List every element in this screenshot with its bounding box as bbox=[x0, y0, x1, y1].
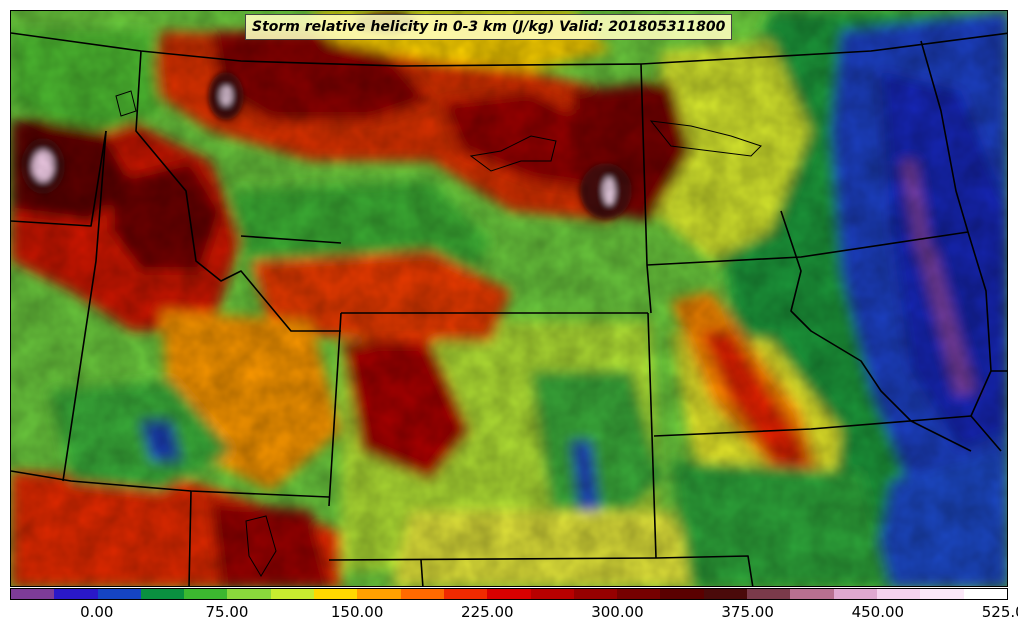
border-ne-ks bbox=[653, 415, 972, 437]
border-wa-or bbox=[11, 130, 107, 227]
colorbar-tick-label: 75.00 bbox=[205, 603, 249, 621]
colorbar-swatch bbox=[617, 589, 661, 599]
border-west-ca bbox=[11, 470, 330, 498]
border-mo-river bbox=[780, 210, 972, 452]
border-nm bbox=[420, 559, 424, 586]
border-nd-sd bbox=[646, 231, 969, 266]
colorbar-swatch bbox=[747, 589, 791, 599]
field-texture bbox=[11, 11, 1007, 586]
colorbar-swatch bbox=[54, 589, 98, 599]
colorbar-swatch bbox=[270, 589, 315, 599]
colorbar-tick-label: 375.00 bbox=[721, 603, 774, 621]
colorbar-swatch bbox=[833, 589, 877, 599]
colorbar bbox=[10, 588, 1008, 600]
colorbar-tick-label: 450.00 bbox=[851, 603, 905, 621]
colorbar-swatch bbox=[314, 589, 358, 599]
border-ut-az bbox=[188, 490, 192, 586]
border-co-south bbox=[328, 557, 657, 561]
colorbar-swatch bbox=[573, 589, 618, 599]
border-mt-wy bbox=[240, 235, 342, 244]
colorbar-labels: 0.00 75.00 150.00 225.00 300.00 375.00 450.00 5… bbox=[0, 603, 1018, 627]
border-nv-ut bbox=[62, 130, 107, 482]
border-wy-west bbox=[328, 312, 342, 507]
colorbar-swatch bbox=[11, 589, 55, 599]
lake-ftpeck bbox=[115, 90, 137, 117]
colorbar-swatch bbox=[97, 589, 141, 599]
colorbar-swatch bbox=[400, 589, 444, 599]
colorbar-swatch bbox=[703, 589, 748, 599]
lake-oahe bbox=[649, 120, 762, 157]
colorbar-tick-label: 225.00 bbox=[461, 603, 514, 621]
lake-utah bbox=[245, 515, 277, 577]
colorbar-swatch bbox=[357, 589, 401, 599]
border-east-mn bbox=[920, 40, 1002, 452]
colorbar-tick-label: 300.00 bbox=[591, 603, 644, 621]
colorbar-swatch bbox=[920, 589, 964, 599]
colorbar-swatch bbox=[876, 589, 921, 599]
map-title: Storm relative helicity in 0-3 km (J/kg)… bbox=[245, 14, 733, 40]
colorbar-swatch bbox=[487, 589, 531, 599]
colorbar-swatch bbox=[660, 589, 704, 599]
colorbar-tick-label: 150.00 bbox=[330, 603, 384, 621]
border-id-mt bbox=[135, 50, 341, 332]
colorbar-swatch bbox=[227, 589, 271, 599]
lake-sakakawea bbox=[469, 135, 557, 172]
water-bodies bbox=[115, 90, 762, 577]
colorbar-swatch bbox=[530, 589, 574, 599]
colorbar-swatch bbox=[443, 589, 488, 599]
colorbar-swatch bbox=[790, 589, 834, 599]
colorbar-swatch bbox=[184, 589, 228, 599]
colorbar-swatch bbox=[140, 589, 185, 599]
colorbar-swatch bbox=[963, 589, 1007, 599]
border-ok bbox=[655, 555, 754, 586]
map-panel bbox=[10, 10, 1008, 587]
state-boundaries bbox=[11, 32, 1007, 586]
border-wy-east bbox=[640, 63, 652, 314]
border-co-east bbox=[647, 312, 657, 559]
helicity-field-map bbox=[11, 11, 1007, 586]
colorbar-tick-label: 0.00 bbox=[80, 603, 114, 621]
colorbar-tick-label: 525.00 bbox=[981, 603, 1018, 621]
